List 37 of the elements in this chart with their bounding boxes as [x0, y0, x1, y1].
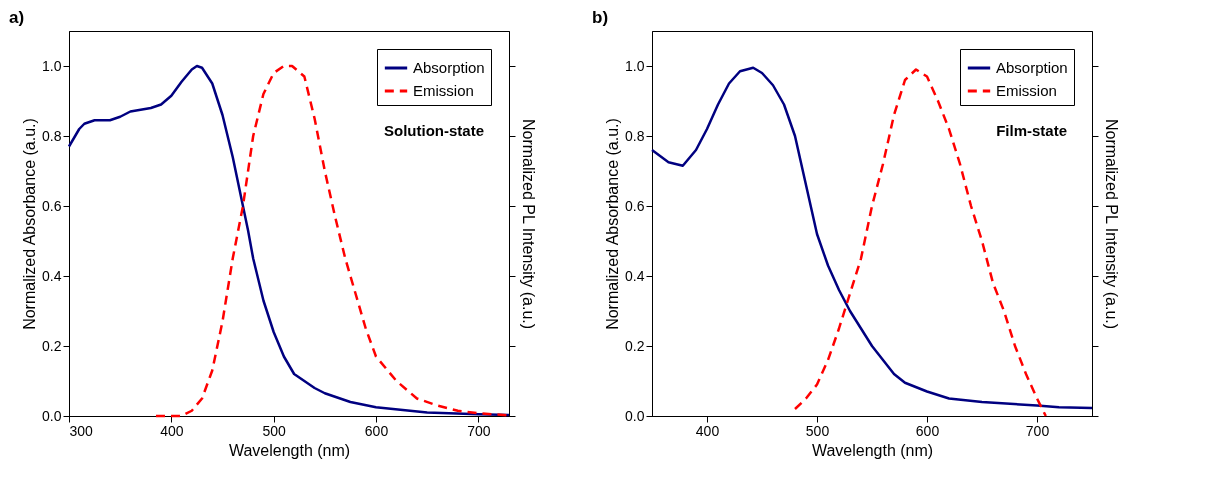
y-tick-label: 0.6: [42, 197, 62, 214]
legend-label: Emission: [413, 82, 474, 99]
y-tick-label: 1.0: [625, 57, 645, 74]
x-tick-label: 600: [915, 422, 940, 439]
x-axis-title: Wavelength (nm): [811, 441, 934, 459]
y2-axis-title: Normalized PL Intensity (a.u.): [520, 118, 537, 330]
x-tick-label: 600: [364, 422, 389, 439]
x-tick-label: 700: [1025, 422, 1050, 439]
y-tick-label: 0.8: [625, 127, 645, 144]
x-tick-label: 400: [160, 422, 184, 439]
x-tick-label: 400: [695, 422, 720, 439]
x-tick-label: 300: [69, 422, 94, 439]
y2-axis-title: Normalized PL Intensity (a.u.): [1103, 118, 1120, 330]
annotation: Film-state: [996, 122, 1067, 139]
x-tick-label: 500: [805, 422, 830, 439]
y-axis-title: Normalized Absorbance (a.u.): [604, 118, 622, 330]
y-axis-title: Normalized Absorbance (a.u.): [21, 118, 39, 330]
y-tick-label: 0.0: [42, 407, 62, 424]
y-tick-label: 0.4: [42, 267, 62, 284]
y-tick-label: 0.4: [625, 267, 645, 284]
chart-title: a): [9, 8, 25, 27]
y-tick-label: 1.0: [42, 57, 62, 74]
y-tick-label: 0.0: [625, 407, 645, 424]
legend-label: Absorption: [413, 59, 485, 76]
x-axis-title: Wavelength (nm): [228, 441, 351, 459]
y-tick-label: 0.2: [42, 337, 62, 354]
line-series: [67, 64, 511, 417]
x-tick-label: 700: [467, 422, 491, 439]
legend-label: Emission: [996, 82, 1057, 99]
chart-title: b): [592, 8, 609, 27]
annotation: Solution-state: [384, 122, 484, 139]
legend-label: Absorption: [996, 59, 1068, 76]
line-series: [154, 64, 509, 418]
x-tick-label: 500: [262, 422, 287, 439]
y-tick-label: 0.2: [625, 337, 645, 354]
y-tick-label: 0.8: [42, 127, 62, 144]
y-tick-label: 0.6: [625, 197, 645, 214]
